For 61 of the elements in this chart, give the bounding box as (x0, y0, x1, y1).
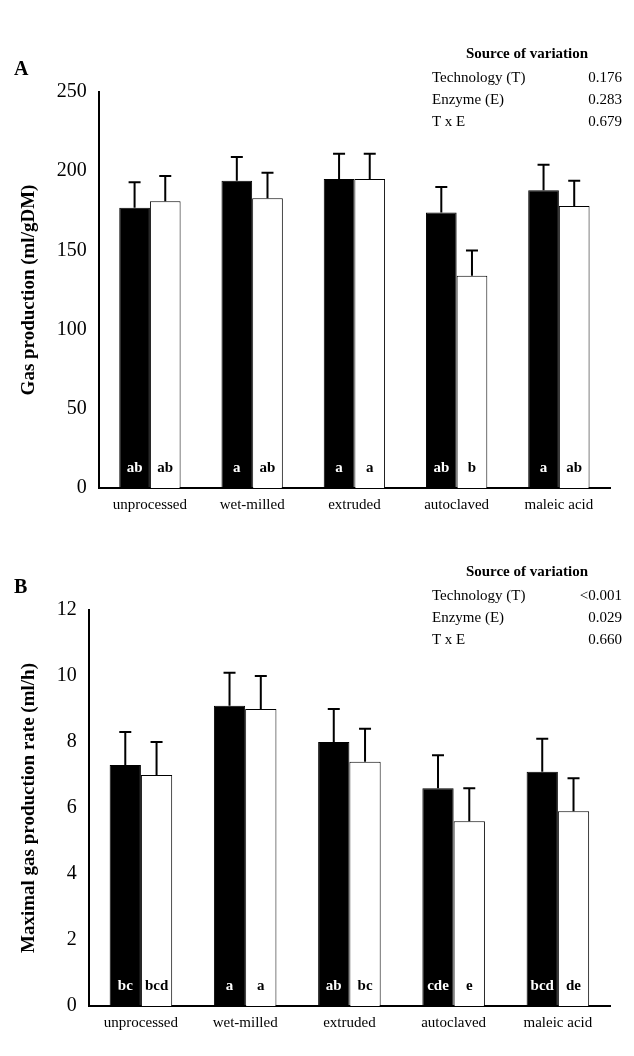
y-tick-label: 8 (66, 729, 77, 752)
data-label: bc (357, 976, 373, 993)
text: Technology (T) (432, 586, 526, 604)
y-tick-label: 12 (56, 597, 77, 620)
y-tick-label: 250 (56, 79, 87, 102)
data-label: a (225, 976, 234, 993)
data-label: a (257, 976, 266, 993)
x-tick-label: unprocessed (103, 1013, 179, 1030)
data-label: a (365, 458, 374, 475)
text: <0.001 (579, 586, 622, 603)
y-axis-title: Gas production (ml/gDM) (17, 184, 40, 396)
x-tick-label: maleic acid (523, 1013, 593, 1030)
y-tick-label: 100 (56, 316, 87, 339)
y-tick-label: 200 (56, 158, 87, 181)
y-tick-label: 2 (66, 927, 77, 950)
annotation: Enzyme (E) (432, 608, 505, 626)
annotation: T x E (432, 630, 466, 647)
x-tick-label: unprocessed (112, 495, 188, 512)
source-note: Source of variation (465, 44, 589, 61)
chart-title: B (14, 575, 28, 598)
annotation: 0.679 (588, 112, 622, 129)
data-label: bcd (144, 976, 169, 993)
data-label: ab (566, 458, 583, 475)
annotation: Enzyme (E) (432, 90, 505, 108)
y-tick-label: 50 (66, 396, 87, 419)
data-label: ab (325, 976, 342, 993)
x-tick-label: wet-milled (219, 495, 286, 512)
annotation: 0.029 (588, 608, 622, 625)
y-tick-label: 10 (56, 663, 77, 686)
text: Technology (T) (432, 68, 526, 86)
data-label: b (467, 458, 477, 475)
data-label: a (233, 458, 242, 475)
y-tick-label: 4 (66, 861, 77, 884)
data-label: ab (126, 458, 143, 475)
source-note: Source of variation (465, 562, 589, 579)
x-tick-label: autoclaved (421, 1013, 487, 1030)
y-tick-label: 150 (56, 237, 87, 260)
x-tick-label: autoclaved (424, 495, 490, 512)
data-label: bcd (530, 976, 555, 993)
x-tick-label: wet-milled (212, 1013, 279, 1030)
data-label: cde (427, 976, 450, 993)
data-label: ab (157, 458, 174, 475)
data-label: bc (117, 976, 134, 993)
data-label: de (566, 976, 582, 993)
annotation: 0.283 (588, 90, 622, 107)
y-tick-label: 0 (76, 475, 87, 498)
chart-title: A (14, 57, 29, 80)
data-label: ab (433, 458, 450, 475)
y-tick-label: 0 (66, 993, 77, 1016)
data-label: e (465, 976, 473, 993)
y-axis-title: Maximal gas production rate (ml/h) (17, 663, 40, 953)
annotation: 0.660 (588, 630, 622, 647)
x-tick-label: extruded (328, 495, 382, 512)
annotation: T x E (432, 112, 466, 129)
data-label: a (539, 458, 548, 475)
y-tick-label: 6 (66, 795, 77, 818)
x-tick-label: extruded (323, 1013, 377, 1030)
x-tick-label: maleic acid (524, 495, 594, 512)
text: 0.176 (588, 68, 623, 85)
data-label: ab (259, 458, 276, 475)
data-label: a (335, 458, 344, 475)
